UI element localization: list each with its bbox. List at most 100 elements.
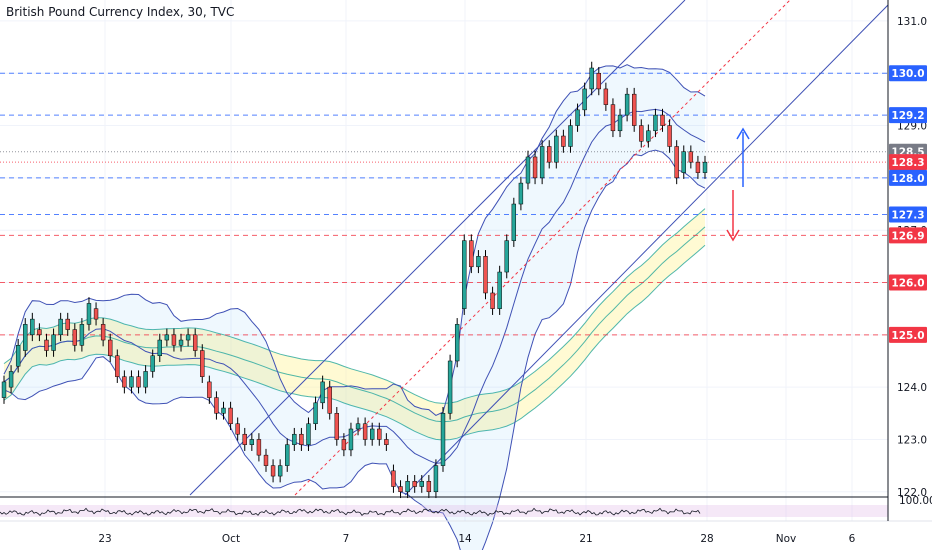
price-tag-label: 126.9 xyxy=(891,230,924,242)
price-tag-label: 126.0 xyxy=(891,278,924,290)
candle-body xyxy=(86,303,92,325)
candle-body xyxy=(362,423,368,440)
candle-body xyxy=(518,182,524,205)
price-tag-box xyxy=(889,326,927,343)
candle-body xyxy=(561,135,566,147)
candle-body xyxy=(256,439,262,456)
candle-body xyxy=(596,72,601,90)
chart-title: British Pound Currency Index, 30, TVC xyxy=(6,5,235,19)
candle-body xyxy=(355,423,361,430)
candle-body xyxy=(277,465,283,477)
price-tag-box xyxy=(889,154,927,171)
candle-body xyxy=(58,318,63,336)
channel-upper-line xyxy=(189,0,686,496)
candle-body xyxy=(228,407,233,425)
candle-body xyxy=(440,413,446,466)
horizontal-levels xyxy=(0,72,888,336)
oscillator-line xyxy=(0,507,701,517)
x-tick-label: 6 xyxy=(849,533,856,545)
candle-body xyxy=(433,465,439,493)
x-tick-label: Nov xyxy=(776,533,797,545)
candle-body xyxy=(200,350,205,377)
candle-body xyxy=(688,151,694,163)
candle-body xyxy=(285,444,290,466)
candle-body xyxy=(617,114,623,132)
candle-body xyxy=(702,161,708,173)
x-tick-label: 7 xyxy=(343,533,350,545)
envelope-edge xyxy=(3,208,706,404)
candle-body xyxy=(653,114,658,132)
envelope-basis xyxy=(3,226,706,423)
candle-body xyxy=(631,93,637,126)
candle-body xyxy=(306,423,311,445)
up-arrow-head xyxy=(736,127,750,140)
candle-body xyxy=(575,109,580,126)
candle-body xyxy=(504,240,509,273)
price-tag-box xyxy=(889,227,927,244)
bollinger-bands xyxy=(3,64,706,550)
candle-body xyxy=(79,324,85,346)
candle-body xyxy=(129,376,134,388)
candle-body xyxy=(270,465,276,477)
y-tick-label: 129.0 xyxy=(897,121,927,133)
price-tag-label: 127.3 xyxy=(891,209,924,221)
candle-body xyxy=(44,339,49,351)
trend-channel xyxy=(189,0,889,496)
candle-body xyxy=(695,161,701,173)
y-tick-label: 124.0 xyxy=(897,382,927,394)
candle-body xyxy=(674,146,679,179)
candle-body xyxy=(299,433,304,445)
candle-body xyxy=(391,470,396,487)
candle-body xyxy=(242,433,247,445)
candle-body xyxy=(157,339,162,356)
candle-body xyxy=(292,433,297,445)
candle-body xyxy=(327,386,332,414)
price-tag-box xyxy=(889,65,927,82)
candle-body xyxy=(610,104,616,132)
candle-body xyxy=(554,135,559,163)
band-edge xyxy=(3,149,706,550)
x-tick-label: 21 xyxy=(579,533,592,545)
candle-body xyxy=(108,339,113,356)
candle-body xyxy=(639,125,644,142)
candle-body xyxy=(447,360,453,414)
candle-body xyxy=(192,334,198,351)
candle-body xyxy=(136,376,141,388)
oscillator-pane xyxy=(0,505,888,517)
y-tick-label: 123.0 xyxy=(897,434,927,446)
envelope-fill xyxy=(4,208,705,440)
candle-body xyxy=(214,397,219,414)
candle-body xyxy=(72,329,78,346)
candle-body xyxy=(8,371,14,388)
down-arrow-head xyxy=(726,229,740,242)
price-tag-label: 128.3 xyxy=(891,157,924,169)
candle-body xyxy=(23,324,28,351)
candle-body xyxy=(589,67,594,90)
projection-arrows xyxy=(726,127,750,242)
candle-body xyxy=(377,428,382,440)
candle-body xyxy=(370,428,375,440)
candle-body xyxy=(122,376,127,388)
price-tag-box xyxy=(889,107,927,124)
candle-body xyxy=(150,355,155,372)
band-middle xyxy=(3,108,706,464)
candle-body xyxy=(30,318,35,336)
price-tag-box xyxy=(889,274,927,291)
candle-body xyxy=(532,156,538,179)
x-tick-label: Oct xyxy=(222,533,240,545)
candle-body xyxy=(341,439,347,451)
candle-body xyxy=(235,423,240,435)
candle-body xyxy=(525,156,531,184)
candle-body xyxy=(15,345,21,367)
price-tag-label: 130.0 xyxy=(891,68,924,80)
candle-body xyxy=(115,355,120,377)
price-tag-label: 128.0 xyxy=(891,173,924,185)
candle-body xyxy=(320,381,325,404)
candle-body xyxy=(412,481,417,487)
candle-body xyxy=(249,439,255,445)
candle-body xyxy=(462,240,467,309)
band-fill xyxy=(4,64,705,550)
candle-body xyxy=(171,334,177,346)
candle-body xyxy=(143,371,148,388)
